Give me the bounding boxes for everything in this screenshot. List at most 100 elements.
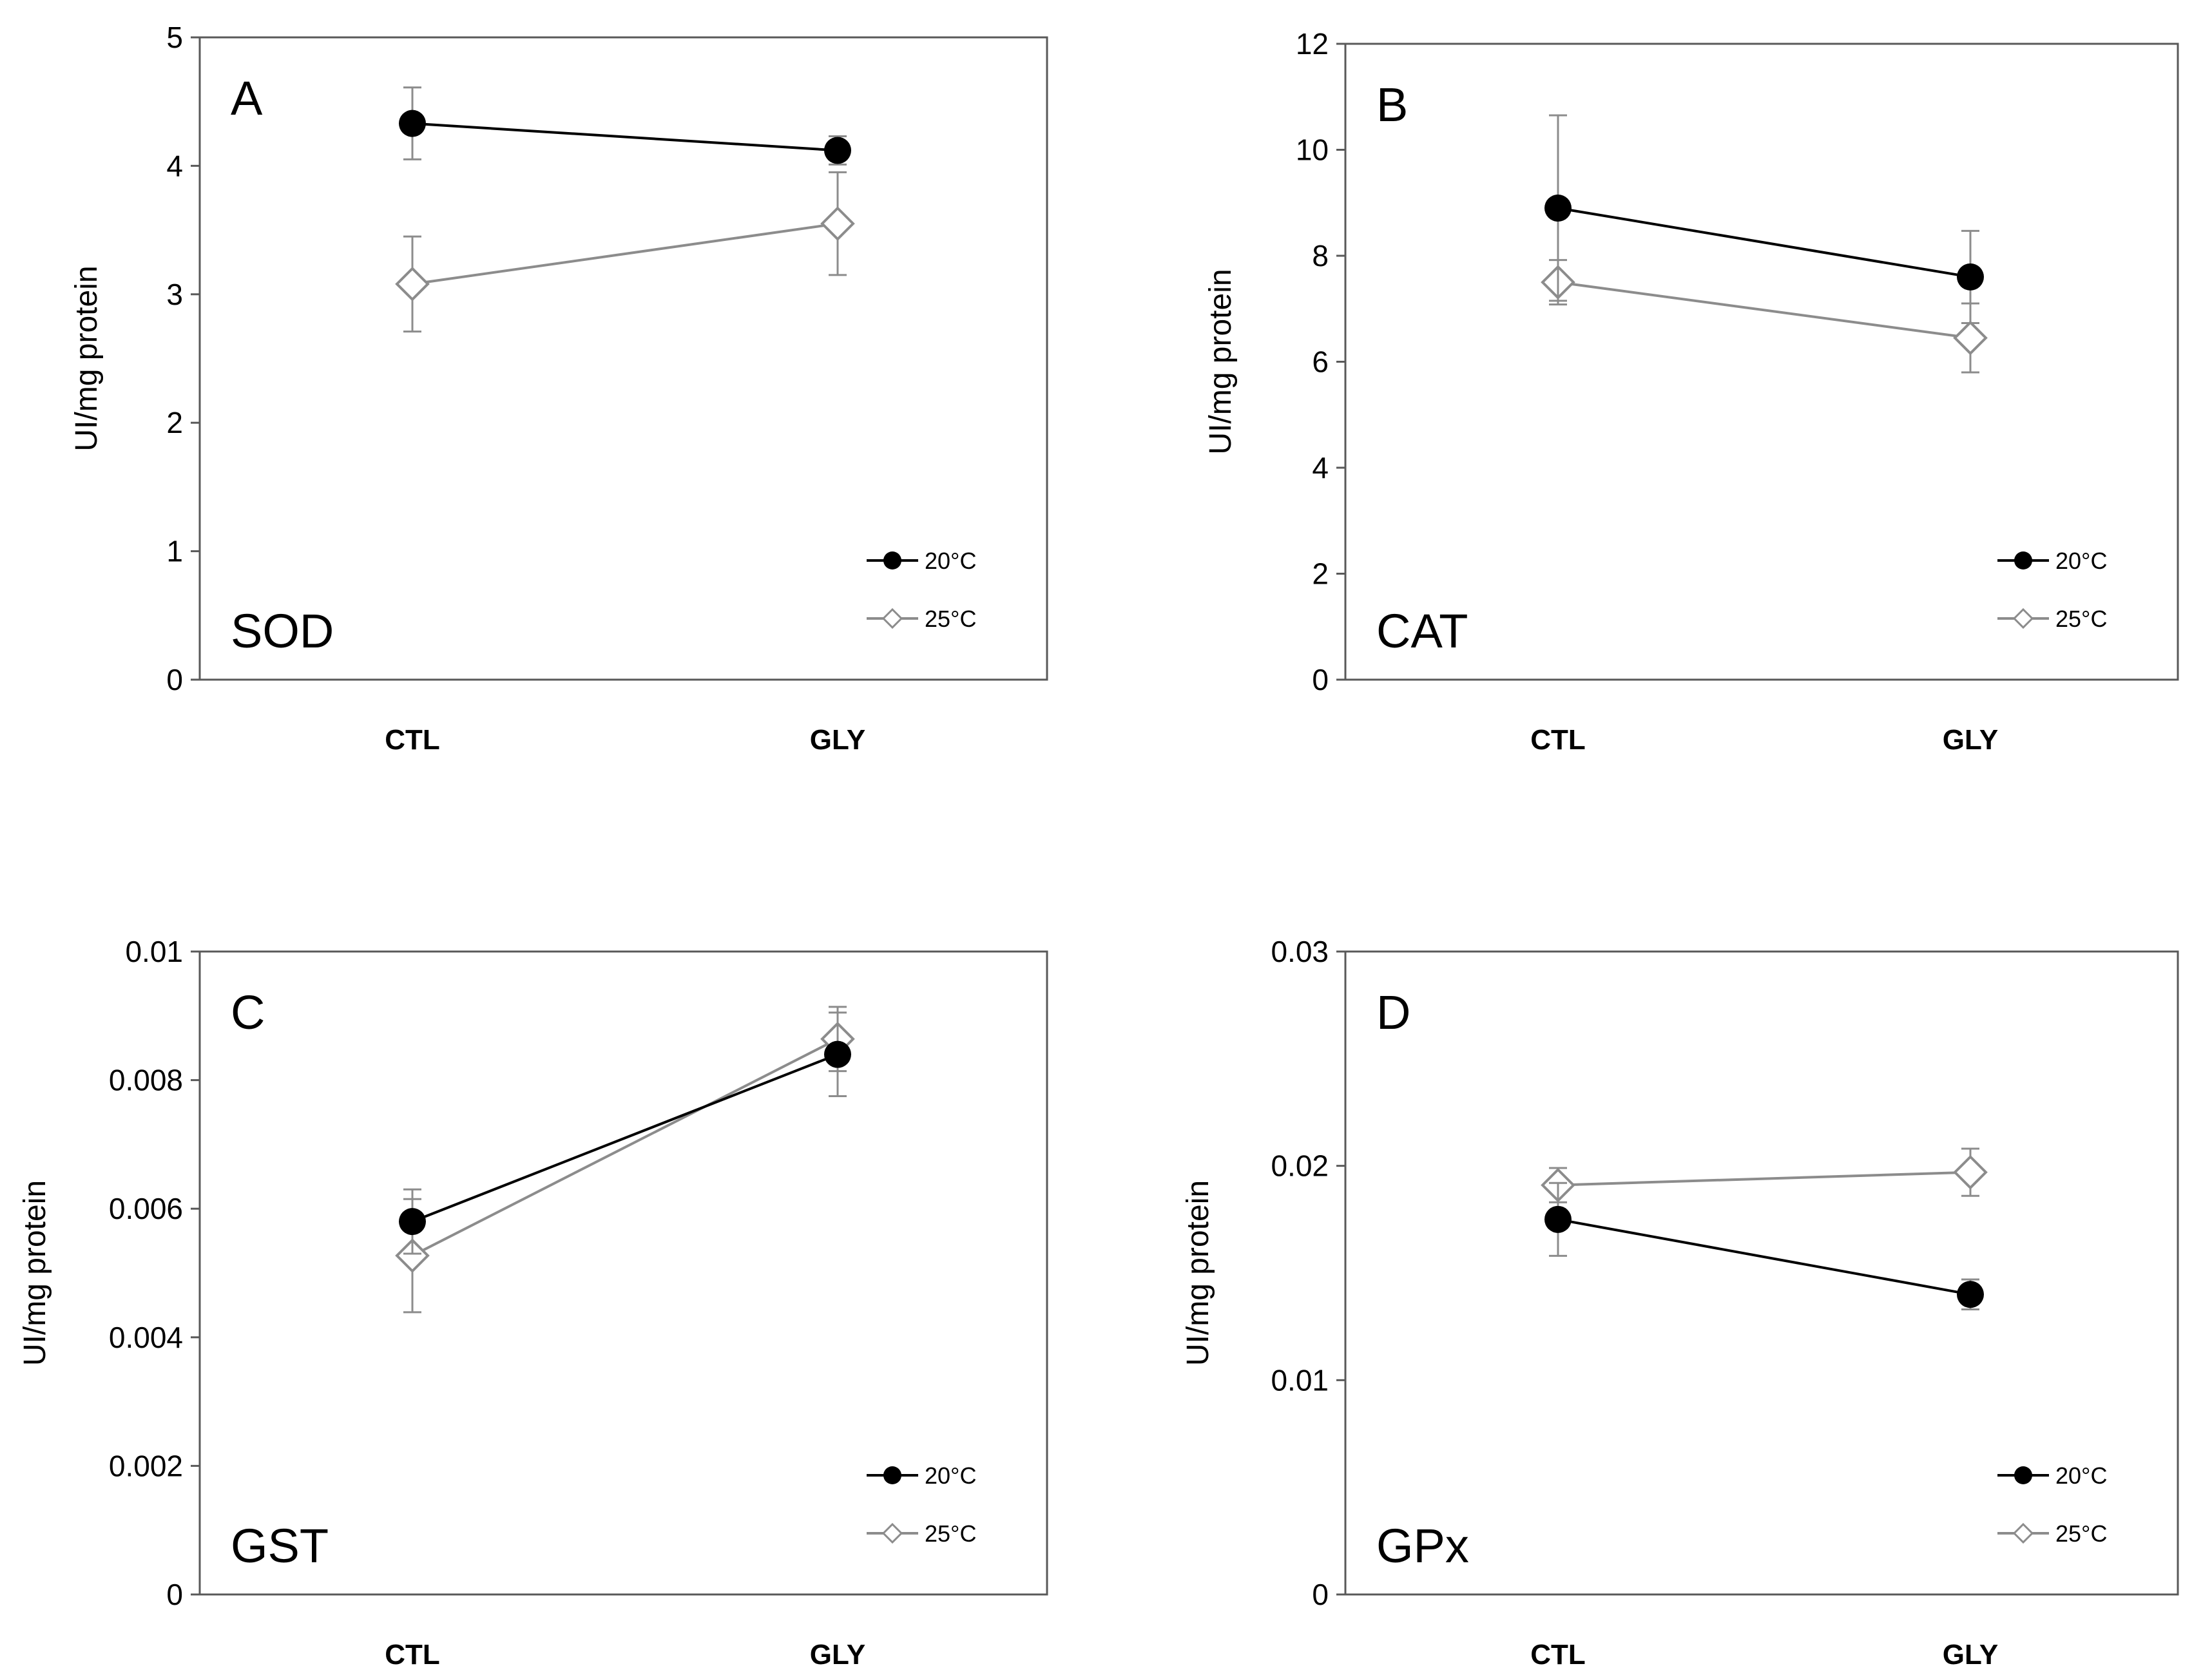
x-category-label: CTL: [385, 724, 440, 756]
y-axis-title: UI/mg protein: [1204, 269, 1238, 454]
legend-marker-25c: [881, 608, 903, 629]
data-point-20c: [1957, 1281, 1984, 1308]
y-tick-label: 0: [166, 663, 183, 696]
legend-label-20c: 20°C: [925, 1462, 976, 1489]
legend-label-20c: 20°C: [925, 548, 976, 574]
series-20c: [1544, 114, 1984, 324]
legend: 20°C 25°C: [1997, 548, 2107, 632]
data-point-20c: [399, 1208, 426, 1236]
data-point-25c: [820, 206, 855, 241]
panel-letter: B: [1376, 78, 1408, 131]
y-tick-label: 8: [1312, 239, 1329, 273]
y-tick-label: 0: [1312, 663, 1329, 696]
legend-marker-20c: [883, 551, 901, 570]
data-point-20c: [399, 110, 426, 137]
y-axis-title: UI/mg protein: [1181, 1180, 1215, 1366]
y-axis-title: UI/mg protein: [70, 265, 104, 451]
x-category-label: CTL: [1530, 724, 1586, 756]
legend-marker-20c: [883, 1466, 901, 1484]
data-point-25c: [1953, 1154, 1988, 1190]
y-tick-label: 0.01: [1271, 1363, 1329, 1397]
legend-marker-25c: [2012, 1522, 2034, 1544]
legend-marker-25c: [2012, 608, 2034, 629]
legend-marker-20c: [2014, 1466, 2032, 1484]
data-point-25c: [395, 267, 430, 302]
y-tick-label: 5: [166, 21, 183, 54]
x-category-label: CTL: [1530, 1639, 1586, 1670]
plot-frame: [1344, 950, 2179, 1596]
y-tick-label: 4: [166, 149, 183, 182]
panel-letter: C: [231, 986, 265, 1039]
series-20c: [399, 1011, 851, 1255]
series-line: [1557, 1218, 1971, 1296]
chart-panel-a: 0 1 2 3 4 5 CTL GLY UI/mg protein A SOD 20°C 25°C: [70, 21, 1048, 756]
y-tick-label: 6: [1312, 345, 1329, 379]
x-category-label: CTL: [385, 1639, 440, 1670]
panel-enzyme-label: GPx: [1376, 1519, 1469, 1573]
series-25c: [395, 171, 855, 333]
y-tick-label: 0.008: [109, 1064, 183, 1097]
y-tick-label: 2: [1312, 557, 1329, 591]
y-tick-label: 0.006: [109, 1192, 183, 1225]
series-line: [1557, 1171, 1971, 1187]
legend-label-20c: 20°C: [2055, 548, 2107, 574]
data-point-20c: [1544, 1205, 1572, 1233]
data-point-20c: [824, 137, 851, 164]
y-axis-title: UI/mg protein: [18, 1180, 52, 1366]
y-tick-label: 10: [1296, 133, 1329, 167]
chart-panel-d: 0 0.01 0.02 0.03 CTL GLY UI/mg protein D GPx 20°C…: [1181, 935, 2179, 1670]
legend: 20°C 25°C: [867, 548, 976, 632]
y-tick-label: 0: [166, 1578, 183, 1611]
panel-enzyme-label: SOD: [231, 604, 334, 658]
legend-label-25c: 25°C: [2055, 606, 2107, 632]
y-tick-label: 0.03: [1271, 935, 1329, 968]
y-tick-label: 3: [166, 278, 183, 311]
plot-frame: [198, 950, 1048, 1596]
x-category-label: GLY: [1943, 1639, 1998, 1670]
y-tick-label: 1: [166, 535, 183, 568]
panel-enzyme-label: GST: [231, 1519, 329, 1573]
data-point-20c: [1544, 194, 1572, 222]
y-tick-label: 2: [166, 406, 183, 439]
series-line: [412, 222, 838, 285]
y-tick-label: 0.002: [109, 1449, 183, 1482]
series-25c: [395, 1006, 855, 1314]
legend-marker-25c: [881, 1522, 903, 1544]
panel-enzyme-label: CAT: [1376, 604, 1468, 658]
panel-letter: D: [1376, 986, 1410, 1039]
series-line: [412, 1053, 838, 1223]
legend-label-25c: 25°C: [925, 606, 976, 632]
series-25c: [1541, 1147, 1988, 1203]
x-category-label: GLY: [1943, 724, 1998, 756]
series-25c: [1541, 259, 1988, 374]
y-tick-label: 0.02: [1271, 1149, 1329, 1183]
y-tick-label: 0: [1312, 1578, 1329, 1611]
data-point-20c: [824, 1040, 851, 1068]
series-line: [412, 122, 838, 152]
y-tick-label: 12: [1296, 27, 1329, 61]
y-tick-label: 0.004: [109, 1321, 183, 1354]
series-line: [412, 1037, 838, 1257]
legend: 20°C 25°C: [1997, 1462, 2107, 1547]
legend-label-25c: 25°C: [925, 1520, 976, 1547]
legend-label-20c: 20°C: [2055, 1462, 2107, 1489]
x-category-label: GLY: [810, 1639, 865, 1670]
data-point-25c: [1953, 320, 1988, 356]
panel-letter: A: [231, 72, 263, 125]
chart-panel-b: 0 2 4 6 8 10 12 CTL GLY UI/mg protein B CAT 20°C 25°C: [1204, 27, 2179, 756]
legend-marker-20c: [2014, 551, 2032, 570]
series-line: [1557, 281, 1971, 340]
data-point-20c: [1957, 263, 1984, 291]
data-point-25c: [395, 1238, 430, 1273]
legend: 20°C 25°C: [867, 1462, 976, 1547]
legend-label-25c: 25°C: [2055, 1520, 2107, 1547]
y-tick-label: 0.01: [125, 935, 183, 968]
plot-frame: [198, 36, 1048, 681]
y-tick-label: 4: [1312, 451, 1329, 484]
x-category-label: GLY: [810, 724, 865, 756]
series-line: [1557, 207, 1971, 278]
series-20c: [399, 86, 851, 166]
series-20c: [1544, 1182, 1984, 1311]
chart-panel-c: 0 0.002 0.004 0.006 0.008 0.01 CTL GLY UI/mg pro…: [18, 935, 1048, 1670]
